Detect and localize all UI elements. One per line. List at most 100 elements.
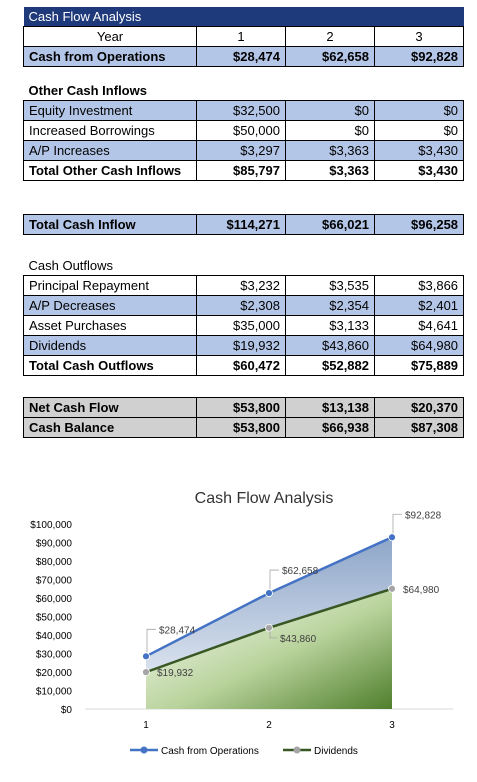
year-label: Year — [23, 26, 197, 47]
cash-flow-chart: Cash Flow Analysis $0 $10,000 $20,000 $30,0… — [0, 478, 477, 777]
row-label: Increased Borrowings — [23, 120, 197, 141]
row-label: Total Cash Outflows — [23, 355, 197, 376]
ops-data-label: $92,828 — [405, 510, 442, 521]
y-tick-label: $0 — [61, 705, 73, 716]
year-cell: 1 — [196, 26, 286, 47]
y-tick-label: $50,000 — [36, 613, 73, 624]
ops-point — [142, 652, 150, 661]
row-label: Principal Repayment — [23, 275, 197, 296]
value-cell: $62,658 — [285, 46, 375, 67]
spacer-row — [24, 376, 464, 398]
ops-data-label-leader — [392, 513, 402, 534]
total-inflow-row: Total Cash Inflow $114,271 $66,021 $96,2… — [23, 214, 465, 235]
value-cell: $60,472 — [196, 355, 286, 376]
other-inflows-heading-row: Other Cash Inflows — [24, 81, 464, 101]
dividends-data-label: $19,932 — [157, 668, 194, 679]
row-label: Net Cash Flow — [23, 397, 197, 418]
dividends-point — [388, 584, 396, 593]
row-label: Cash from Operations — [23, 46, 197, 67]
row-label: Cash Balance — [23, 417, 197, 438]
value-cell: $3,133 — [285, 315, 375, 336]
table-row: Dividends $19,932 $43,860 $64,980 — [23, 335, 465, 356]
plot-area: $0 $10,000 $20,000 $30,000 $40,000 $50,000 $60… — [30, 510, 453, 731]
value-cell: $0 — [285, 100, 375, 121]
value-cell: $87,308 — [373, 417, 465, 438]
spacer-row — [24, 67, 464, 82]
dividends-point — [265, 623, 273, 632]
dividends-point — [142, 668, 150, 677]
value-cell: $3,535 — [285, 275, 375, 296]
value-cell: $35,000 — [196, 315, 286, 336]
value-cell: $2,308 — [196, 295, 286, 316]
row-label: A/P Increases — [23, 140, 197, 161]
value-cell: $2,401 — [373, 295, 465, 316]
value-cell: $0 — [285, 120, 375, 141]
section-heading: Other Cash Inflows — [28, 83, 147, 98]
ops-data-label-leader — [146, 628, 156, 653]
table-row: Increased Borrowings $50,000 $0 $0 — [23, 120, 465, 141]
value-cell: $66,938 — [285, 417, 375, 438]
spacer-row — [24, 181, 464, 215]
row-label: Equity Investment — [23, 100, 197, 121]
table-row: Equity Investment $32,500 $0 $0 — [23, 100, 465, 121]
row-label: Total Other Cash Inflows — [23, 160, 197, 181]
y-tick-label: $70,000 — [36, 576, 73, 587]
y-tick-label: $30,000 — [36, 650, 73, 661]
value-cell: $3,866 — [373, 275, 465, 296]
row-label: Dividends — [23, 335, 197, 356]
spacer-row — [24, 235, 464, 257]
total-row: Total Other Cash Inflows $85,797 $3,363 … — [23, 160, 465, 181]
dividends-data-label-leader — [269, 630, 277, 639]
value-cell: $66,021 — [285, 214, 375, 235]
dividends-area — [146, 588, 392, 709]
table-row: Principal Repayment $3,232 $3,535 $3,866 — [23, 275, 465, 296]
outflows-heading-row: Cash Outflows — [24, 256, 464, 276]
dividends-data-label: $43,860 — [280, 634, 317, 645]
ops-row: Cash from Operations $28,474 $62,658 $92… — [23, 46, 465, 67]
table-row: A/P Decreases $2,308 $2,354 $2,401 — [23, 295, 465, 316]
value-cell: $32,500 — [196, 100, 286, 121]
value-cell: $3,430 — [373, 140, 465, 161]
value-cell: $92,828 — [373, 46, 465, 67]
value-cell: $52,882 — [285, 355, 375, 376]
x-tick-label: 2 — [266, 720, 272, 731]
x-tick-label: 3 — [389, 720, 395, 731]
value-cell: $3,232 — [196, 275, 286, 296]
value-cell: $0 — [373, 120, 465, 141]
value-cell: $3,297 — [196, 140, 286, 161]
section-heading: Cash Outflows — [28, 258, 114, 273]
value-cell: $50,000 — [196, 120, 286, 141]
y-tick-label: $10,000 — [36, 687, 73, 698]
value-cell: $114,271 — [196, 214, 286, 235]
total-row: Total Cash Outflows $60,472 $52,882 $75,… — [23, 355, 465, 376]
ops-legend-label: Cash from Operations — [161, 746, 259, 757]
value-cell: $28,474 — [196, 46, 286, 67]
net-cash-flow-row: Net Cash Flow $53,800 $13,138 $20,370 — [23, 397, 465, 418]
value-cell: $96,258 — [373, 214, 465, 235]
chart-svg: Cash Flow Analysis $0 $10,000 $20,000 $30,0… — [30, 490, 453, 757]
value-cell: $43,860 — [285, 335, 375, 356]
sheet-title-row: Cash Flow Analysis — [23, 7, 464, 27]
ops-data-label: $28,474 — [159, 625, 196, 636]
ops-legend-marker — [140, 746, 148, 754]
dividends-legend-marker — [293, 746, 301, 754]
row-label: Total Cash Inflow — [23, 214, 197, 235]
dividends-data-label: $64,980 — [403, 585, 440, 596]
value-cell: $3,363 — [285, 140, 375, 161]
cash-flow-sheet: Cash Flow Analysis Year 1 2 3 Cash from … — [23, 7, 465, 438]
y-tick-label: $100,000 — [30, 520, 72, 531]
ops-point — [388, 533, 396, 542]
value-cell: $20,370 — [373, 397, 465, 418]
y-tick-label: $90,000 — [36, 539, 73, 550]
ops-data-label-leader — [269, 569, 279, 590]
dividends-legend-label: Dividends — [314, 746, 358, 757]
table-row: A/P Increases $3,297 $3,363 $3,430 — [23, 140, 465, 161]
y-tick-label: $20,000 — [36, 668, 73, 679]
value-cell: $64,980 — [373, 335, 465, 356]
value-cell: $19,932 — [196, 335, 286, 356]
row-label: Asset Purchases — [23, 315, 197, 336]
row-label: A/P Decreases — [23, 295, 197, 316]
chart-title: Cash Flow Analysis — [195, 490, 334, 507]
year-cell: 3 — [373, 26, 465, 47]
year-cell: 2 — [285, 26, 375, 47]
